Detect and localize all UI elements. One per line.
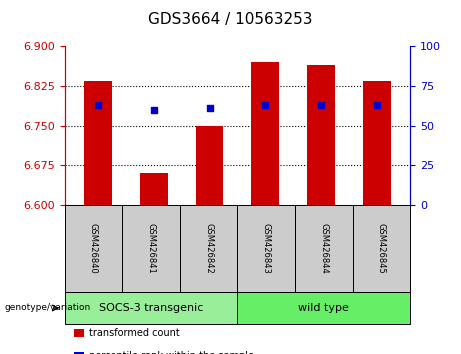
- Text: GSM426843: GSM426843: [262, 223, 271, 274]
- Text: GDS3664 / 10563253: GDS3664 / 10563253: [148, 12, 313, 27]
- Bar: [251, 62, 279, 205]
- Text: transformed count: transformed count: [89, 328, 179, 338]
- Text: SOCS-3 transgenic: SOCS-3 transgenic: [99, 303, 203, 313]
- Text: GSM426845: GSM426845: [377, 223, 386, 274]
- Bar: [363, 81, 391, 205]
- Point: [261, 102, 269, 108]
- Bar: [195, 126, 224, 205]
- Text: percentile rank within the sample: percentile rank within the sample: [89, 351, 254, 354]
- Point: [373, 102, 380, 108]
- Bar: [84, 81, 112, 205]
- Bar: [307, 65, 335, 205]
- Point: [95, 102, 102, 108]
- Point: [317, 102, 325, 108]
- Text: GSM426844: GSM426844: [319, 223, 328, 274]
- Point: [206, 105, 213, 111]
- Point: [150, 107, 158, 113]
- Text: GSM426841: GSM426841: [147, 223, 155, 274]
- Text: genotype/variation: genotype/variation: [5, 303, 91, 313]
- Bar: [140, 173, 168, 205]
- Text: wild type: wild type: [298, 303, 349, 313]
- Text: GSM426840: GSM426840: [89, 223, 98, 274]
- Text: GSM426842: GSM426842: [204, 223, 213, 274]
